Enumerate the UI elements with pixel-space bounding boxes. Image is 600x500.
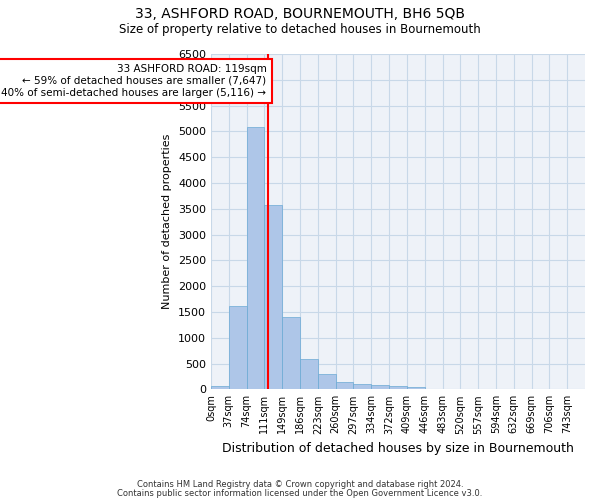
Bar — [318, 374, 335, 390]
Text: 33, ASHFORD ROAD, BOURNEMOUTH, BH6 5QB: 33, ASHFORD ROAD, BOURNEMOUTH, BH6 5QB — [135, 8, 465, 22]
Bar — [265, 205, 282, 390]
Text: Size of property relative to detached houses in Bournemouth: Size of property relative to detached ho… — [119, 22, 481, 36]
Text: 33 ASHFORD ROAD: 119sqm
← 59% of detached houses are smaller (7,647)
40% of semi: 33 ASHFORD ROAD: 119sqm ← 59% of detache… — [1, 64, 266, 98]
Y-axis label: Number of detached properties: Number of detached properties — [163, 134, 172, 310]
Bar — [389, 386, 407, 390]
Bar — [335, 382, 353, 390]
Bar — [282, 316, 300, 390]
Bar — [229, 306, 247, 390]
Bar — [371, 385, 389, 390]
Bar — [211, 386, 229, 390]
Text: Contains public sector information licensed under the Open Government Licence v3: Contains public sector information licen… — [118, 488, 482, 498]
Bar — [300, 359, 318, 390]
X-axis label: Distribution of detached houses by size in Bournemouth: Distribution of detached houses by size … — [222, 442, 574, 455]
Bar — [407, 387, 425, 390]
Bar — [247, 128, 265, 390]
Bar — [353, 384, 371, 390]
Text: Contains HM Land Registry data © Crown copyright and database right 2024.: Contains HM Land Registry data © Crown c… — [137, 480, 463, 489]
